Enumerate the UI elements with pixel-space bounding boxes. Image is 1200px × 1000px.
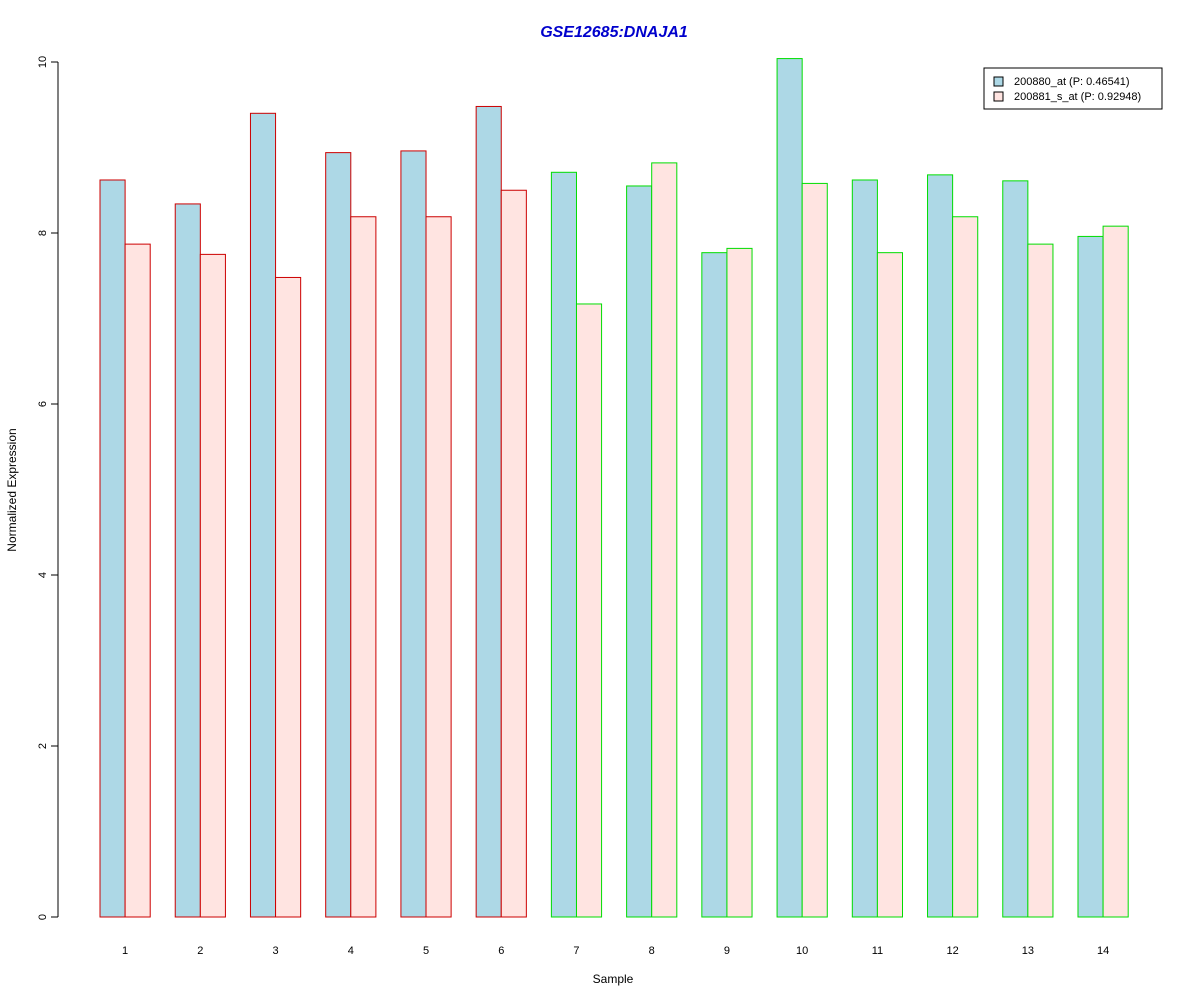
y-tick-label: 8 — [37, 230, 49, 236]
bar-series-1-sample-4 — [325, 152, 352, 918]
bar-series-1-sample-14 — [1077, 235, 1104, 918]
bar-series-1-sample-10 — [776, 58, 803, 918]
bar-series-2-sample-10 — [801, 182, 828, 918]
x-tick-label: 3 — [272, 945, 278, 957]
bar-series-1-sample-12 — [927, 174, 954, 918]
x-tick-labels: 1 2 3 4 5 6 7 8 9 10 11 12 13 14 — [122, 945, 1109, 957]
y-tick-label: 4 — [37, 572, 49, 578]
bar-series-2-sample-3 — [275, 276, 302, 918]
legend-entry: 200881_s_at (P: 0.92948) — [1014, 91, 1141, 103]
x-tick-label: 9 — [724, 945, 730, 957]
bar-series-2-sample-14 — [1102, 225, 1129, 918]
y-axis-label: Normalized Expression — [5, 428, 19, 551]
bars-group — [99, 58, 1129, 918]
x-tick-label: 8 — [649, 945, 655, 957]
bar-series-2-sample-11 — [876, 252, 904, 918]
bar-series-1-sample-8 — [626, 185, 653, 918]
bar-series-1-sample-2 — [174, 203, 201, 918]
x-axis-label: Sample — [593, 972, 634, 986]
y-tick-label: 6 — [37, 401, 49, 407]
bar-series-1-sample-1 — [99, 179, 126, 918]
legend-swatch — [993, 91, 1004, 102]
bar-series-2-sample-5 — [425, 216, 452, 918]
x-tick-label: 6 — [498, 945, 504, 957]
y-tick-label: 2 — [37, 743, 49, 749]
bar-series-1-sample-3 — [249, 112, 277, 918]
x-tick-label: 5 — [423, 945, 429, 957]
bar-series-2-sample-1 — [124, 243, 151, 918]
bar-series-1-sample-6 — [475, 105, 502, 918]
bar-series-2-sample-7 — [575, 303, 603, 918]
x-tick-label: 12 — [947, 945, 959, 957]
y-tick-label: 0 — [37, 914, 49, 920]
bar-series-2-sample-8 — [651, 162, 678, 918]
y-axis: 0 2 4 6 8 10 — [37, 56, 59, 920]
x-tick-label: 1 — [122, 945, 128, 957]
x-tick-label: 11 — [872, 945, 883, 957]
bar-series-1-sample-13 — [1002, 180, 1029, 918]
x-tick-label: 10 — [796, 945, 808, 957]
chart-title: GSE12685:DNAJA1 — [540, 24, 688, 41]
legend-entry: 200880_at (P: 0.46541) — [1014, 76, 1130, 88]
x-tick-label: 7 — [573, 945, 579, 957]
x-tick-label: 14 — [1097, 945, 1109, 957]
x-tick-label: 13 — [1022, 945, 1034, 957]
bar-series-2-sample-2 — [199, 253, 226, 918]
bar-series-2-sample-6 — [500, 189, 527, 918]
x-tick-label: 2 — [197, 945, 203, 957]
bar-series-1-sample-11 — [851, 179, 878, 918]
bar-series-1-sample-9 — [701, 252, 728, 918]
bar-series-2-sample-12 — [952, 216, 979, 918]
bar-series-2-sample-9 — [726, 247, 753, 918]
bar-series-2-sample-4 — [350, 216, 377, 918]
legend-swatch — [993, 76, 1004, 87]
bar-series-2-sample-13 — [1027, 243, 1054, 918]
y-tick-label: 10 — [37, 56, 49, 68]
bar-series-1-sample-7 — [550, 171, 577, 918]
x-tick-label: 4 — [348, 945, 354, 957]
bar-series-1-sample-5 — [400, 150, 427, 918]
legend-box — [983, 67, 1163, 110]
legend: 200880_at (P: 0.46541) 200881_s_at (P: 0.… — [983, 67, 1163, 110]
